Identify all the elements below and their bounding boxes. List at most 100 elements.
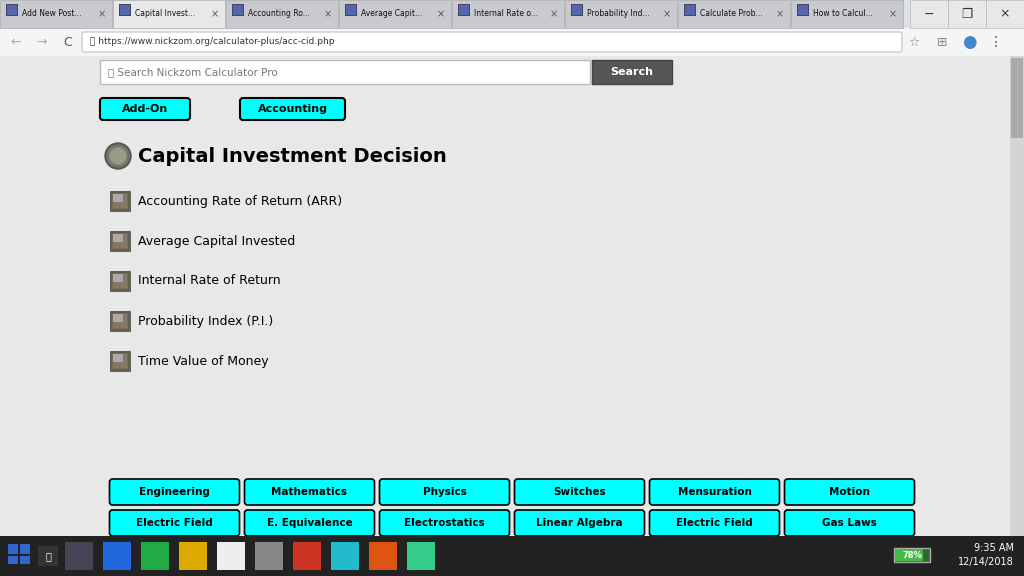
Text: ×: ×: [98, 9, 106, 19]
Text: Internal Rate of Return: Internal Rate of Return: [138, 275, 281, 287]
Bar: [797, 4, 809, 16]
Text: Time Value of Money: Time Value of Money: [138, 354, 268, 367]
Bar: [217, 542, 245, 570]
Text: Add-On: Add-On: [122, 104, 168, 114]
Bar: [452, 0, 564, 28]
FancyBboxPatch shape: [245, 479, 375, 505]
FancyBboxPatch shape: [649, 479, 779, 505]
Bar: [179, 542, 207, 570]
Text: 78%: 78%: [902, 551, 922, 560]
Bar: [110, 351, 130, 371]
Bar: [20, 544, 30, 554]
Bar: [226, 0, 338, 28]
Bar: [1011, 58, 1023, 138]
Circle shape: [105, 143, 131, 169]
Bar: [7, 5, 17, 15]
Text: ⋮: ⋮: [989, 35, 1002, 49]
Text: Mathematics: Mathematics: [271, 487, 347, 497]
Text: ☆: ☆: [908, 36, 920, 48]
Text: E. Equivalence: E. Equivalence: [266, 518, 352, 528]
Bar: [346, 5, 356, 15]
Bar: [38, 546, 58, 566]
Text: ×: ×: [999, 7, 1011, 21]
Bar: [110, 231, 130, 251]
Text: ×: ×: [324, 9, 332, 19]
Bar: [8, 544, 18, 554]
FancyBboxPatch shape: [240, 98, 345, 120]
Bar: [458, 4, 470, 16]
Text: Electric Field: Electric Field: [676, 518, 753, 528]
Text: Capital Invest...: Capital Invest...: [135, 9, 196, 18]
Bar: [565, 0, 677, 28]
FancyBboxPatch shape: [380, 510, 510, 536]
Bar: [113, 0, 225, 28]
Bar: [894, 548, 930, 562]
Bar: [0, 56, 1024, 536]
FancyBboxPatch shape: [649, 510, 779, 536]
Bar: [791, 0, 903, 28]
Text: Engineering: Engineering: [139, 487, 210, 497]
Text: ×: ×: [437, 9, 445, 19]
Bar: [112, 353, 128, 369]
Bar: [233, 5, 243, 15]
Text: Switches: Switches: [553, 487, 606, 497]
Text: +: +: [910, 6, 923, 21]
Bar: [112, 313, 128, 329]
Text: ×: ×: [211, 9, 219, 19]
Bar: [572, 5, 582, 15]
Text: 🔒 https://www.nickzom.org/calculator-plus/acc-cid.php: 🔒 https://www.nickzom.org/calculator-plu…: [90, 37, 335, 47]
Text: Physics: Physics: [423, 487, 467, 497]
Bar: [345, 4, 357, 16]
Text: 9:35 AM: 9:35 AM: [974, 543, 1014, 553]
Text: ❒: ❒: [962, 7, 973, 21]
Bar: [113, 314, 123, 322]
FancyBboxPatch shape: [784, 510, 914, 536]
Text: Motion: Motion: [829, 487, 870, 497]
Bar: [141, 542, 169, 570]
Bar: [685, 5, 695, 15]
FancyBboxPatch shape: [514, 479, 644, 505]
Bar: [110, 311, 130, 331]
Text: Search: Search: [610, 67, 653, 77]
Text: Electrostatics: Electrostatics: [404, 518, 485, 528]
Text: Probability Index (P.I.): Probability Index (P.I.): [138, 314, 273, 328]
FancyBboxPatch shape: [245, 510, 375, 536]
Text: Add New Post...: Add New Post...: [22, 9, 82, 18]
Text: ←: ←: [10, 36, 22, 48]
Bar: [331, 542, 359, 570]
Text: Mensuration: Mensuration: [678, 487, 752, 497]
Bar: [112, 193, 128, 209]
Text: 12/14/2018: 12/14/2018: [958, 557, 1014, 567]
Text: ×: ×: [663, 9, 671, 19]
Text: ×: ×: [776, 9, 784, 19]
Bar: [232, 4, 244, 16]
Text: Probability Ind...: Probability Ind...: [587, 9, 649, 18]
Bar: [0, 536, 1024, 576]
Bar: [113, 354, 123, 362]
Text: Calculate Prob...: Calculate Prob...: [700, 9, 763, 18]
Bar: [20, 556, 30, 564]
Bar: [0, 28, 1024, 56]
Text: 🔍 Search Nickzom Calculator Pro: 🔍 Search Nickzom Calculator Pro: [108, 67, 278, 77]
Bar: [110, 191, 130, 211]
Bar: [113, 194, 123, 202]
Text: Internal Rate o...: Internal Rate o...: [474, 9, 538, 18]
Bar: [678, 0, 790, 28]
Bar: [100, 60, 590, 84]
Text: Gas Laws: Gas Laws: [822, 518, 877, 528]
Bar: [948, 0, 986, 28]
Bar: [6, 4, 18, 16]
Bar: [592, 60, 672, 84]
Bar: [684, 4, 696, 16]
Text: Capital Investment Decision: Capital Investment Decision: [138, 146, 446, 165]
Bar: [110, 271, 130, 291]
Bar: [0, 0, 112, 28]
Bar: [1010, 56, 1024, 536]
Text: ●: ●: [962, 33, 976, 51]
Text: ×: ×: [550, 9, 558, 19]
Text: Accounting: Accounting: [257, 104, 328, 114]
Text: Accounting Rate of Return (ARR): Accounting Rate of Return (ARR): [138, 195, 342, 207]
Bar: [120, 5, 130, 15]
Bar: [407, 542, 435, 570]
Text: Linear Algebra: Linear Algebra: [537, 518, 623, 528]
